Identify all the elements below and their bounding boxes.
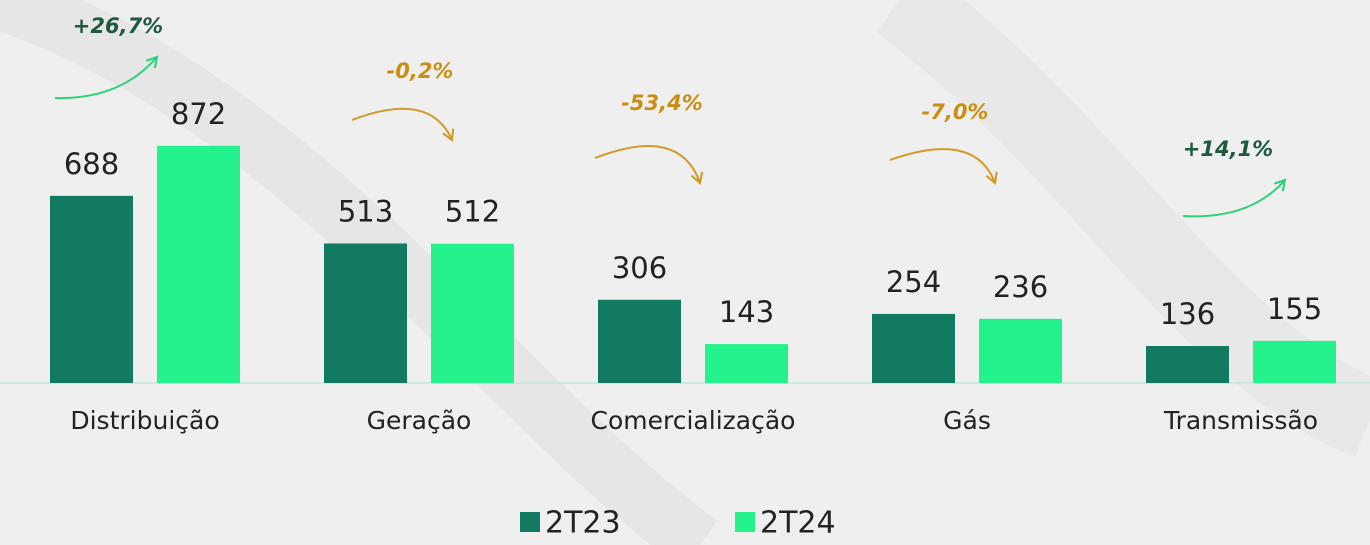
bar [872,313,955,383]
bar [705,344,788,383]
annotation: -53,4% [621,91,703,115]
annotation: -7,0% [922,100,989,124]
data-label: 688 [64,147,119,181]
bar [1146,346,1229,383]
legend-label: 2T24 [760,506,836,541]
bar [598,299,681,383]
data-label: 512 [445,195,500,229]
bar [157,145,240,383]
annotation: -0,2% [387,59,454,83]
annotation-arrow [1182,178,1287,218]
annotation: +26,7% [73,14,163,38]
x-tick-label: Comercialização [591,406,796,435]
x-tick-label: Geração [367,406,472,435]
bar [431,243,514,383]
data-label: 236 [993,270,1048,304]
x-tick-label: Distribuição [70,406,219,435]
data-label: 306 [612,251,667,285]
data-label: 143 [719,295,774,329]
data-label: 155 [1267,292,1322,326]
annotation-arrow [54,55,159,100]
x-tick-label: Transmissão [1163,406,1318,435]
data-label: 872 [171,97,226,131]
bar [979,318,1062,383]
legend-swatch [735,512,755,532]
legend-swatch [520,512,540,532]
bar [50,195,133,383]
bar [1253,340,1336,383]
legend-label: 2T23 [545,506,621,541]
data-label: 136 [1160,297,1215,331]
data-label: 254 [886,265,941,299]
annotation-arrow [351,107,455,142]
annotation-arrow [594,145,704,186]
bar [324,243,407,383]
annotation: +14,1% [1183,137,1273,161]
annotation-arrow [889,148,998,185]
x-tick-label: Gás [943,406,991,435]
data-label: 513 [338,194,393,228]
